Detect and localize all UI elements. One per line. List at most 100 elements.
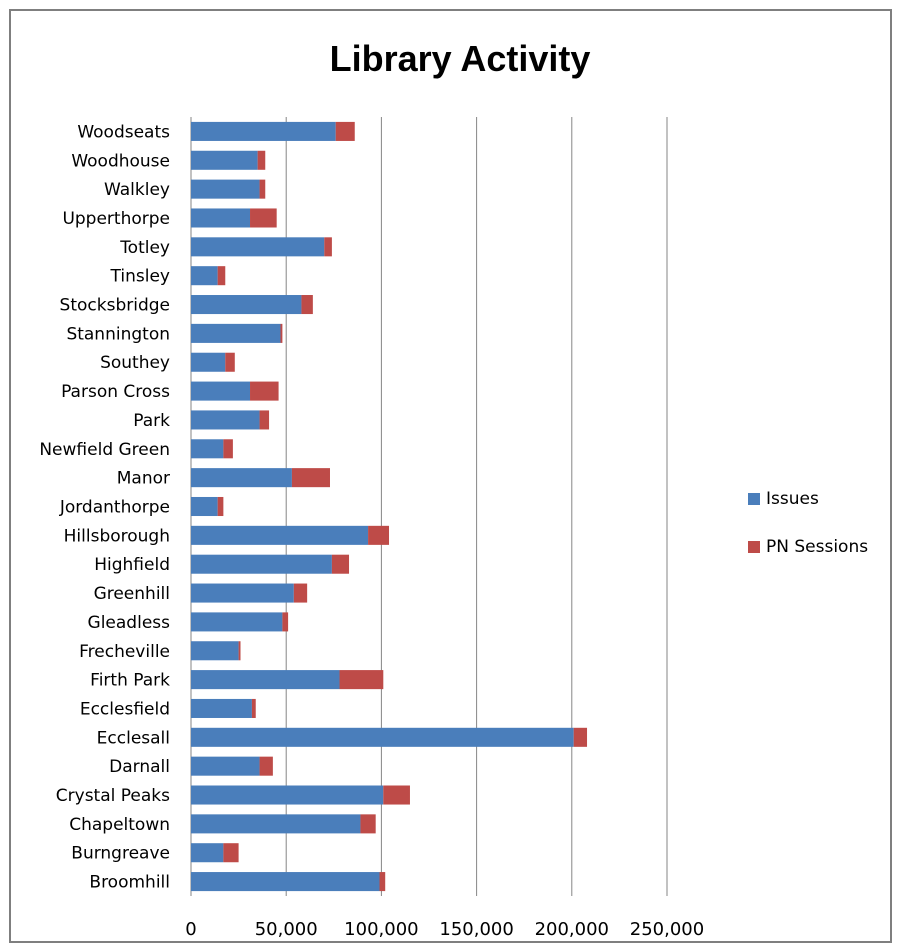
bar-issues [191, 554, 332, 574]
category-label: Crystal Peaks [56, 786, 170, 806]
legend-label-pn-sessions: PN Sessions [766, 536, 869, 557]
bar-issues [191, 843, 224, 863]
category-label: Woodhouse [71, 151, 170, 171]
bar-issues [191, 323, 281, 343]
bar-issues [191, 641, 239, 661]
bar-pn-sessions [339, 670, 384, 690]
bar-pn-sessions [280, 323, 283, 343]
bar-pn-sessions [217, 496, 224, 517]
category-label: Firth Park [90, 671, 170, 691]
bar-pn-sessions [238, 641, 241, 661]
bar-pn-sessions [223, 439, 233, 459]
category-label: Stocksbridge [60, 296, 170, 316]
category-label: Park [133, 411, 170, 431]
legend: Issues PN Sessions [748, 485, 868, 581]
category-label: Greenhill [94, 584, 170, 604]
category-label: Newfield Green [39, 440, 170, 460]
bar-issues [191, 179, 260, 199]
category-label: Darnall [109, 757, 170, 777]
category-labels: Woodseats Woodhouse Walkley Upperthorpe Totl… [39, 122, 170, 892]
category-label: Ecclesfield [80, 699, 170, 719]
bar-issues [191, 295, 302, 315]
category-label: Jordanthorpe [59, 498, 170, 518]
bar-pn-sessions [217, 266, 226, 286]
bar-pn-sessions [379, 872, 386, 892]
bar-pn-sessions [383, 785, 410, 805]
bar-issues [191, 237, 325, 257]
chart-title: Library Activity [329, 38, 591, 79]
category-label: Burngreave [71, 844, 170, 864]
category-label: Ecclesall [97, 728, 170, 748]
bar-issues [191, 612, 283, 632]
bar-pn-sessions [293, 583, 308, 603]
bar-pn-sessions [301, 295, 313, 315]
bar-issues [191, 150, 258, 170]
bar-issues [191, 727, 574, 747]
legend-label-issues: Issues [766, 488, 819, 509]
bar-issues [191, 381, 251, 401]
x-tick-label: 250,000 [630, 919, 704, 940]
category-label: Tinsley [110, 267, 170, 287]
x-tick-label: 0 [185, 919, 196, 940]
bar-issues [191, 439, 224, 459]
bar-issues [191, 352, 226, 372]
category-label: Gleadless [88, 613, 171, 633]
bar-pn-sessions [259, 756, 273, 776]
category-label: Manor [117, 469, 170, 489]
x-tick-label: 200,000 [535, 919, 609, 940]
bar-pn-sessions [250, 381, 279, 401]
bar-issues [191, 266, 218, 286]
bar-pn-sessions [250, 208, 277, 228]
bar-pn-sessions [282, 612, 289, 632]
category-label: Broomhill [89, 873, 170, 893]
category-label: Walkley [104, 180, 170, 200]
category-label: Hillsborough [64, 526, 170, 546]
bars [191, 121, 588, 892]
category-label: Totley [119, 238, 170, 258]
x-tick-label: 100,000 [344, 919, 418, 940]
category-label: Frecheville [79, 642, 170, 662]
bar-issues [191, 872, 380, 892]
bar-pn-sessions [251, 698, 256, 718]
category-label: Upperthorpe [62, 209, 170, 229]
bar-pn-sessions [223, 843, 239, 863]
gridlines [190, 117, 668, 896]
bar-issues [191, 814, 361, 834]
category-label: Southey [100, 353, 170, 373]
bar-pn-sessions [331, 554, 350, 574]
legend-swatch-issues [748, 492, 760, 505]
bar-issues [191, 496, 218, 517]
bar-pn-sessions [324, 237, 332, 257]
bar-issues [191, 208, 251, 228]
bar-issues [191, 698, 252, 718]
bar-issues [191, 410, 260, 430]
bar-pn-sessions [573, 727, 588, 747]
bar-pn-sessions [259, 410, 270, 430]
category-label: Chapeltown [69, 815, 170, 835]
bar-issues [191, 785, 384, 805]
legend-item-pn-sessions: PN Sessions [748, 533, 868, 560]
category-label: Stannington [66, 324, 170, 344]
bar-issues [191, 121, 336, 141]
bar-pn-sessions [291, 468, 330, 488]
legend-item-issues: Issues [748, 485, 868, 512]
bar-issues [191, 468, 292, 488]
category-label: Highfield [94, 555, 170, 575]
x-tick-label: 150,000 [439, 919, 513, 940]
bar-pn-sessions [335, 121, 355, 141]
bar-pn-sessions [368, 525, 390, 545]
bar-pn-sessions [225, 352, 235, 372]
category-label: Woodseats [77, 122, 170, 142]
x-tick-label: 50,000 [255, 919, 318, 940]
x-tick-labels: 0 50,000 100,000 150,000 200,000 250,000 [185, 919, 704, 940]
bar-issues [191, 756, 260, 776]
bar-pn-sessions [257, 150, 266, 170]
legend-swatch-pn-sessions [748, 540, 760, 553]
bar-pn-sessions [259, 179, 266, 199]
category-label: Parson Cross [61, 382, 170, 402]
bar-issues [191, 525, 369, 545]
chart-frame [9, 9, 892, 943]
bar-issues [191, 583, 294, 603]
bar-pn-sessions [360, 814, 376, 834]
